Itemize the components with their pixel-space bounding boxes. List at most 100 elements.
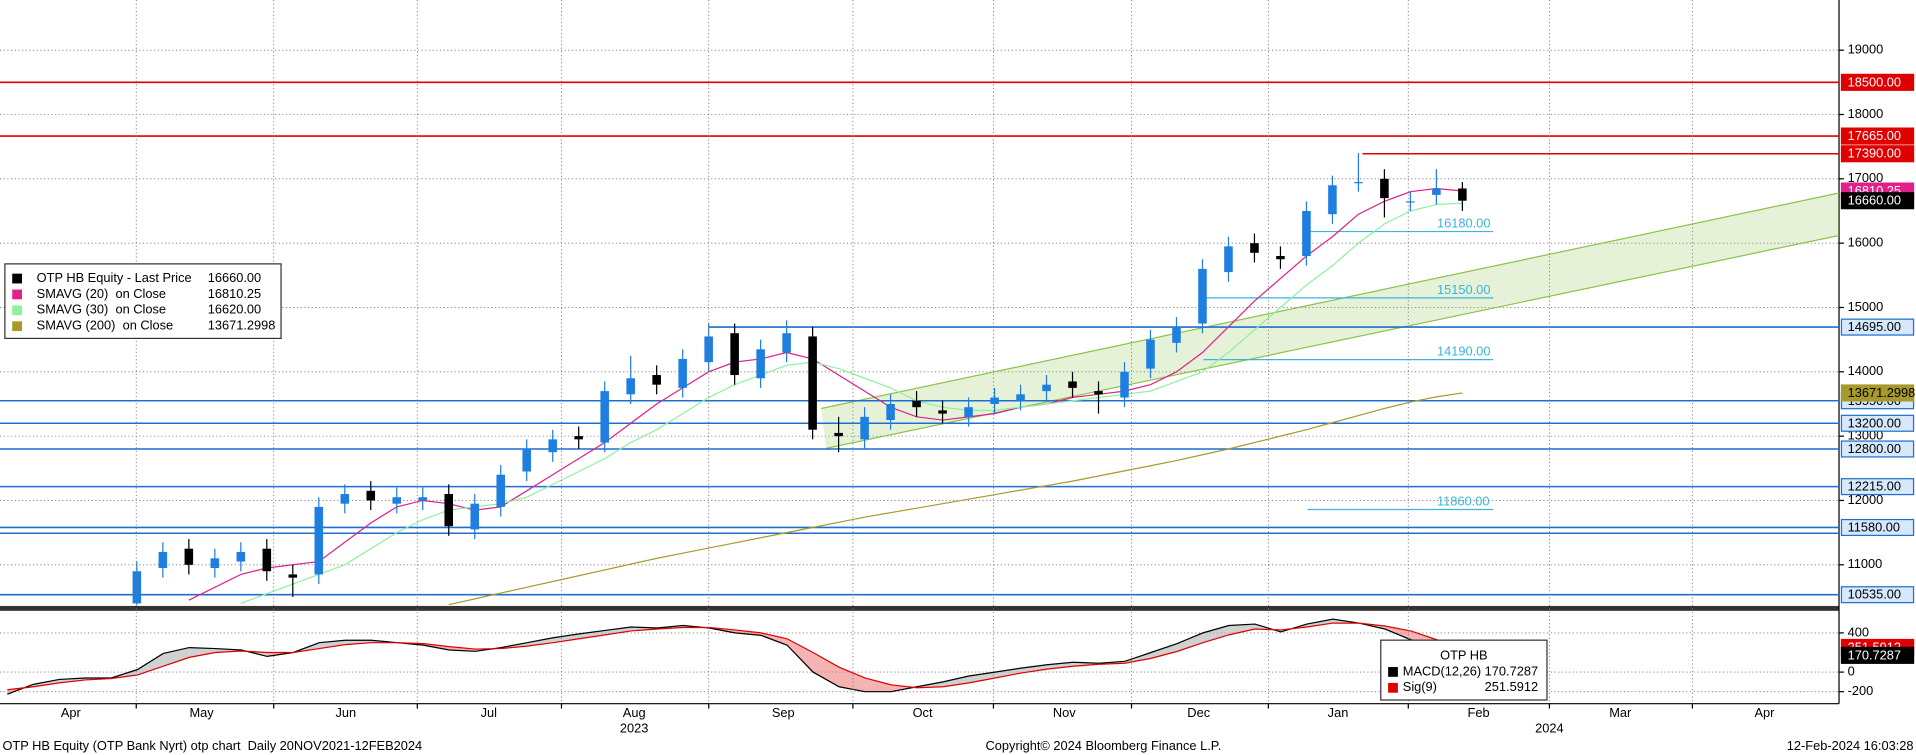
candle-body (1224, 246, 1233, 273)
candle-body (444, 494, 454, 527)
legend-swatch (12, 273, 22, 284)
y-tick-label: 11000 (1848, 556, 1883, 571)
value-tag (1840, 518, 1915, 537)
moving-average-line (448, 392, 1463, 606)
legend-swatch (1388, 682, 1398, 693)
value-tag (1840, 414, 1915, 432)
macd-fill (1150, 643, 1177, 659)
legend-name: SMAVG (200) on Close (37, 318, 173, 333)
x-tick-label: Feb (1468, 705, 1490, 720)
macd-fill (994, 668, 1021, 678)
candle-body (340, 494, 350, 504)
y-tick-label: 18000 (1848, 106, 1884, 121)
macd-line (7, 622, 1463, 691)
macd-fill (1228, 624, 1255, 635)
y-tick-label: 16000 (1848, 235, 1884, 250)
macd-fill (1332, 619, 1359, 624)
x-tick-label: May (190, 705, 215, 720)
macd-fill (553, 633, 580, 643)
moving-average-line (188, 187, 1463, 601)
value-tag (1840, 440, 1915, 458)
panel-separator (0, 605, 1840, 611)
macd-fill (1384, 626, 1411, 640)
value-tag-label: 11580.00 (1848, 519, 1901, 534)
x-tick-label: Mar (1609, 705, 1632, 720)
x-tick-label: Jun (335, 705, 356, 720)
value-tag-label: 13200.00 (1848, 415, 1901, 430)
level-label: 16180.00 (1437, 216, 1490, 231)
macd-legend-box (1380, 639, 1548, 701)
macd-fill (1306, 619, 1333, 628)
candle-body (314, 506, 324, 575)
candle-body (730, 333, 739, 376)
value-tag-label: 12215.00 (1848, 479, 1901, 494)
legend-value: 13671.2998 (208, 318, 276, 333)
candle-body (1276, 256, 1285, 260)
price-panel (0, 49, 1840, 606)
legend-value: 251.5912 (1485, 679, 1538, 694)
candle-body (834, 432, 843, 437)
candle-body (600, 391, 609, 443)
x-tick-label: Apr (61, 705, 82, 720)
candle-body (470, 503, 480, 530)
value-tag-label: 12800.00 (1848, 441, 1901, 456)
legend-name: SMAVG (20) on Close (37, 286, 166, 301)
value-tag (1840, 586, 1915, 604)
candle-body (1250, 243, 1259, 253)
x-tick-label: Aug (623, 705, 646, 720)
value-tag-label: 14695.00 (1848, 319, 1901, 334)
y-tick-label: 12000 (1848, 492, 1884, 507)
level-label: 14190.00 (1437, 344, 1490, 359)
x-tick-label: Dec (1187, 705, 1210, 720)
moving-average-line (240, 202, 1463, 604)
y-tick-label: 19000 (1848, 42, 1884, 57)
x-tick-label: Apr (1755, 705, 1776, 720)
macd-fill (1202, 625, 1229, 643)
value-tag-label: 16660.00 (1848, 193, 1901, 208)
y-tick-label: 15000 (1848, 299, 1884, 314)
candle-body (1172, 326, 1181, 343)
value-tag-label: 170.7287 (1848, 647, 1901, 662)
candle-body (392, 497, 402, 504)
candle-body (626, 378, 635, 395)
footer-right: 12-Feb-2024 16:03:28 (1787, 738, 1914, 753)
candle-body (756, 349, 765, 379)
macd-fill (813, 652, 840, 687)
candle-body (262, 548, 272, 572)
y-tick-label: 14000 (1848, 363, 1884, 378)
legend-value: 170.7287 (1485, 663, 1538, 678)
macd-fill (865, 677, 892, 692)
y-tick-label: 400 (1848, 624, 1869, 639)
value-tag (1840, 145, 1915, 163)
candle-body (158, 551, 168, 569)
macd-fill (1176, 632, 1203, 652)
candle-body (496, 474, 506, 507)
legend-value: 16660.00 (208, 270, 261, 285)
footer-center: Copyright© 2024 Bloomberg Finance L.P. (986, 738, 1222, 753)
value-tag (1840, 127, 1915, 145)
macd-fill (189, 647, 216, 658)
macd-fill (215, 648, 242, 653)
legend-swatch (12, 289, 22, 300)
macd-fill (579, 630, 606, 639)
value-tag-label: 17390.00 (1848, 146, 1901, 161)
legend-box (4, 263, 282, 340)
year-label: 2024 (1535, 721, 1564, 736)
value-tag (1840, 73, 1915, 91)
legend-name: SMAVG (30) on Close (37, 302, 166, 317)
legend-value: 16620.00 (208, 302, 261, 317)
value-tag (1840, 318, 1915, 336)
candle-body (132, 571, 142, 604)
candle-body (522, 448, 531, 472)
candle-body (288, 574, 298, 578)
channel-line (821, 192, 1840, 410)
legend-swatch (1388, 667, 1398, 677)
candle-body (1432, 188, 1441, 195)
candle-body (1120, 371, 1129, 398)
value-tag-label: 18500.00 (1848, 74, 1901, 89)
y-tick-label: 17000 (1848, 170, 1884, 185)
candle-body (990, 397, 999, 404)
x-tick-label: Nov (1053, 705, 1076, 720)
value-tag (1840, 192, 1915, 210)
